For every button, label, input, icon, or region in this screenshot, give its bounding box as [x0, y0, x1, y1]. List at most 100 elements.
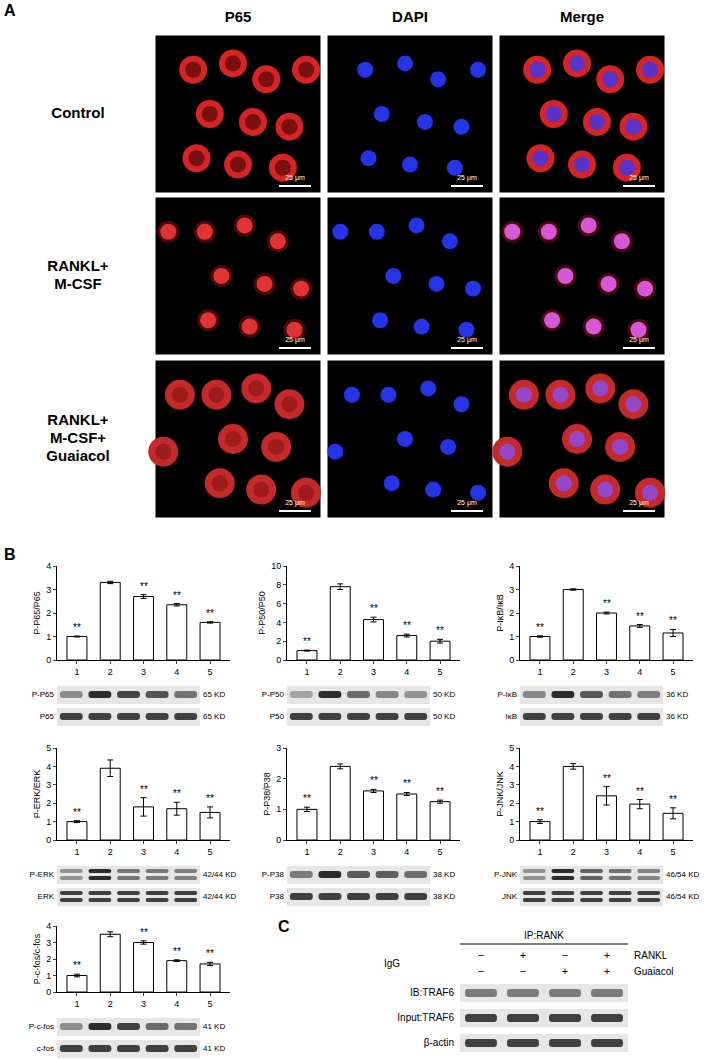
svg-text:JNK: JNK: [502, 892, 518, 901]
svg-text:3: 3: [604, 667, 609, 677]
svg-text:**: **: [370, 775, 378, 786]
svg-text:C: C: [278, 918, 290, 935]
svg-text:3: 3: [604, 847, 609, 857]
svg-text:+: +: [562, 965, 568, 977]
svg-text:**: **: [73, 622, 81, 633]
svg-text:38 KD: 38 KD: [433, 870, 455, 879]
svg-text:2: 2: [571, 667, 576, 677]
svg-text:1: 1: [537, 667, 542, 677]
svg-text:**: **: [403, 778, 411, 789]
svg-text:P-P38: P-P38: [262, 870, 285, 879]
svg-text:5: 5: [438, 667, 443, 677]
svg-text:P50: P50: [270, 712, 285, 721]
svg-text:1: 1: [509, 632, 514, 642]
svg-text:1: 1: [74, 847, 79, 857]
svg-text:**: **: [303, 636, 311, 647]
svg-text:P65: P65: [40, 712, 55, 721]
svg-text:IgG: IgG: [384, 958, 400, 969]
svg-text:5: 5: [671, 847, 676, 857]
svg-text:4: 4: [46, 921, 51, 931]
svg-text:Guaiacol: Guaiacol: [46, 447, 109, 464]
svg-text:4: 4: [174, 999, 179, 1009]
svg-text:25 μm: 25 μm: [285, 174, 305, 182]
svg-text:0: 0: [276, 655, 281, 665]
svg-text:**: **: [636, 611, 644, 622]
svg-text:1: 1: [46, 817, 51, 827]
svg-text:65 KD: 65 KD: [203, 690, 225, 699]
svg-text:**: **: [140, 927, 148, 938]
svg-text:M-CSF+: M-CSF+: [50, 429, 106, 446]
svg-text:1: 1: [276, 804, 281, 814]
svg-text:A: A: [4, 2, 16, 19]
svg-text:3: 3: [46, 780, 51, 790]
svg-text:2: 2: [276, 636, 281, 646]
svg-text:5: 5: [208, 847, 213, 857]
svg-text:46/54 KD: 46/54 KD: [666, 870, 700, 879]
svg-text:5: 5: [438, 847, 443, 857]
svg-text:+: +: [604, 965, 610, 977]
svg-text:**: **: [173, 788, 181, 799]
svg-text:3: 3: [276, 743, 281, 753]
svg-text:**: **: [303, 793, 311, 804]
svg-text:4: 4: [276, 618, 281, 628]
svg-text:0: 0: [509, 835, 514, 845]
svg-text:2: 2: [276, 774, 281, 784]
svg-text:P-P65/P65: P-P65/P65: [32, 591, 42, 635]
svg-text:**: **: [370, 603, 378, 614]
svg-text:**: **: [536, 622, 544, 633]
svg-text:3: 3: [141, 847, 146, 857]
svg-text:**: **: [603, 773, 611, 784]
svg-text:**: **: [140, 784, 148, 795]
svg-text:1: 1: [304, 667, 309, 677]
svg-text:25 μm: 25 μm: [629, 499, 649, 507]
svg-text:4: 4: [509, 762, 514, 772]
svg-text:Input:TRAF6: Input:TRAF6: [397, 1012, 454, 1023]
svg-text:RANKL: RANKL: [634, 950, 668, 961]
svg-text:50 KD: 50 KD: [433, 712, 455, 721]
svg-text:0: 0: [509, 655, 514, 665]
svg-text:**: **: [536, 806, 544, 817]
svg-text:3: 3: [46, 938, 51, 948]
svg-text:1: 1: [304, 847, 309, 857]
svg-text:4: 4: [637, 847, 642, 857]
svg-text:Guaiacol: Guaiacol: [634, 966, 673, 977]
svg-text:36 KD: 36 KD: [666, 712, 688, 721]
svg-text:41 KD: 41 KD: [203, 1044, 225, 1053]
svg-text:P-IκB/IκB: P-IκB/IκB: [495, 594, 505, 632]
svg-text:**: **: [403, 620, 411, 631]
svg-text:1: 1: [74, 667, 79, 677]
svg-text:**: **: [603, 598, 611, 609]
svg-text:−: −: [478, 965, 484, 977]
svg-text:0: 0: [46, 987, 51, 997]
svg-text:DAPI: DAPI: [392, 8, 428, 25]
svg-text:25 μm: 25 μm: [457, 336, 477, 344]
svg-text:2: 2: [46, 798, 51, 808]
svg-text:25 μm: 25 μm: [285, 499, 305, 507]
svg-text:RANKL+: RANKL+: [47, 411, 108, 428]
svg-text:P-IκB: P-IκB: [497, 690, 517, 699]
svg-text:IκB: IκB: [505, 712, 517, 721]
svg-text:25 μm: 25 μm: [629, 174, 649, 182]
svg-text:2: 2: [509, 798, 514, 808]
svg-text:2: 2: [338, 847, 343, 857]
svg-text:5: 5: [509, 743, 514, 753]
svg-text:2: 2: [108, 667, 113, 677]
svg-text:**: **: [206, 608, 214, 619]
svg-text:25 μm: 25 μm: [457, 499, 477, 507]
svg-text:10: 10: [271, 561, 281, 571]
svg-text:**: **: [173, 590, 181, 601]
svg-text:P-ERK: P-ERK: [30, 870, 55, 879]
svg-text:P-JNK: P-JNK: [494, 870, 518, 879]
svg-text:46/54 KD: 46/54 KD: [666, 892, 700, 901]
svg-text:2: 2: [46, 608, 51, 618]
svg-text:50 KD: 50 KD: [433, 690, 455, 699]
svg-text:1: 1: [537, 847, 542, 857]
svg-text:P-ERK/ERK: P-ERK/ERK: [32, 770, 42, 819]
svg-text:P-P38/P38: P-P38/P38: [262, 772, 272, 816]
svg-text:25 μm: 25 μm: [629, 336, 649, 344]
svg-text:3: 3: [141, 999, 146, 1009]
svg-text:3: 3: [371, 667, 376, 677]
svg-text:+: +: [520, 949, 526, 961]
svg-text:2: 2: [108, 847, 113, 857]
svg-text:4: 4: [404, 667, 409, 677]
